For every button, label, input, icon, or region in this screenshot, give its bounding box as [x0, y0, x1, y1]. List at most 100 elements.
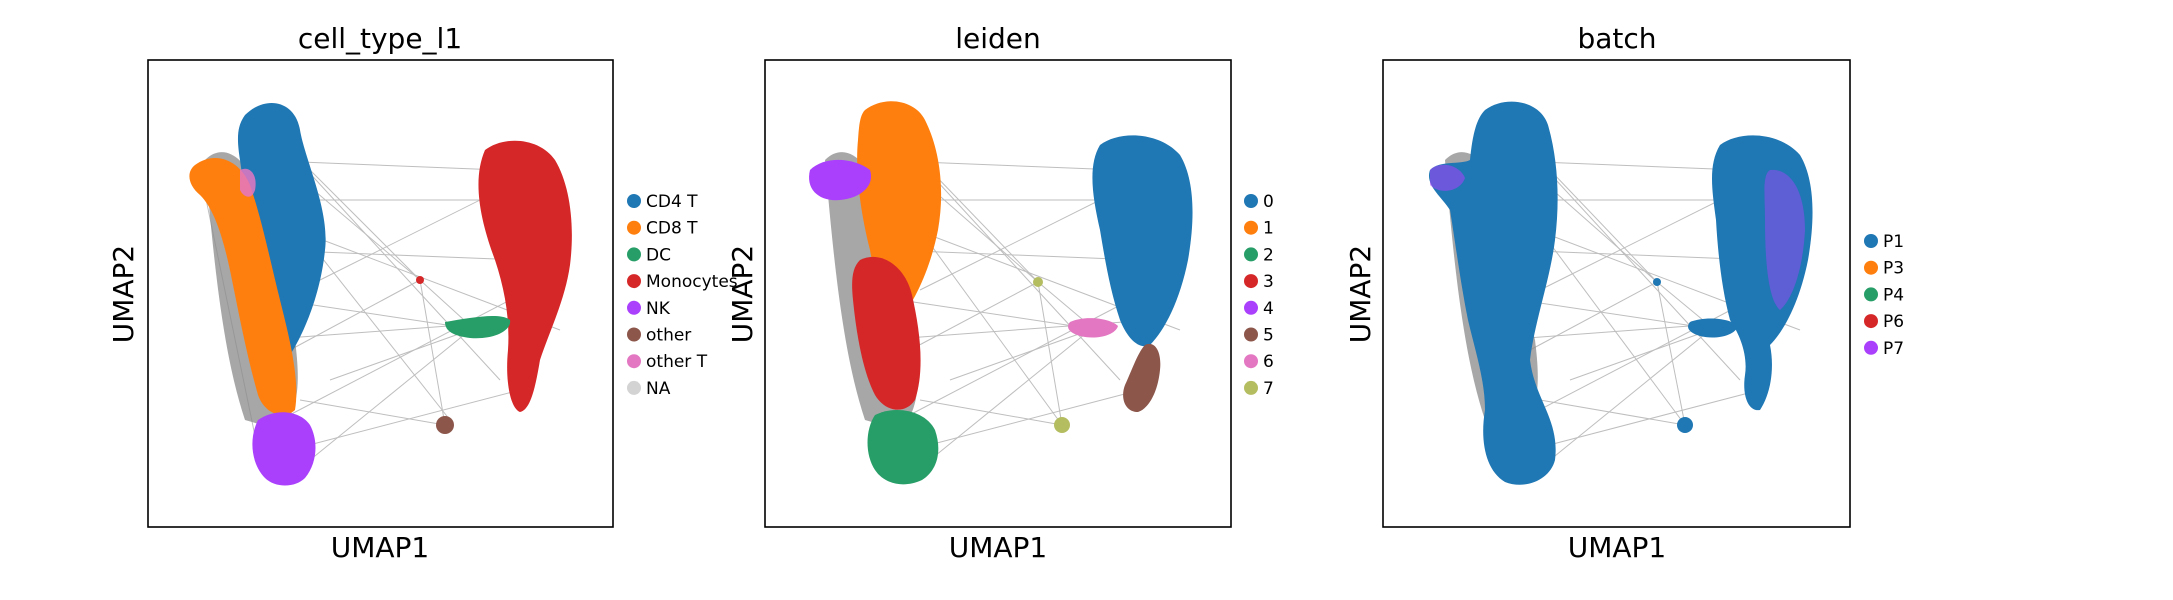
legend-entry: 3 [1244, 272, 1274, 292]
cluster-nk [252, 412, 316, 486]
cluster-cd4-t [237, 103, 326, 355]
panel-leiden: leiden [726, 22, 1274, 564]
legend-marker [1244, 354, 1258, 369]
legend-marker [1864, 314, 1878, 329]
panel-batch: batch [1344, 22, 1904, 564]
legend-label: P3 [1883, 259, 1904, 279]
legend-marker [1244, 194, 1258, 208]
batch-right-cluster [1712, 135, 1813, 411]
legend-label: 2 [1263, 245, 1274, 265]
x-axis-label: UMAP1 [1568, 531, 1667, 564]
cluster-monocytes [478, 140, 572, 412]
legend-label: NK [646, 299, 671, 319]
legend-marker [1864, 234, 1878, 248]
legend-entry: other [627, 326, 691, 346]
legend: CD4 T CD8 T DC Monocytes NK other other T NA [627, 192, 738, 399]
legend-entry: other T [627, 352, 708, 372]
y-axis-label: UMAP2 [1344, 245, 1377, 344]
legend-entry: P1 [1864, 232, 1904, 252]
cluster-7 [1054, 417, 1070, 433]
legend-marker [627, 220, 641, 235]
panel-cell-type-l1: cell_type_l1 [107, 22, 738, 564]
cluster-6 [1068, 318, 1118, 338]
legend-marker [627, 274, 641, 289]
legend-entry: 5 [1244, 326, 1274, 346]
batch-right-p7-overlay [1764, 169, 1805, 310]
legend-label: 7 [1263, 379, 1274, 399]
legend-marker [1864, 260, 1878, 275]
legend-label: 6 [1263, 352, 1274, 372]
legend-label: other [646, 326, 691, 346]
cluster-other [436, 416, 454, 434]
legend-label: 5 [1263, 326, 1274, 346]
legend-marker [1244, 380, 1258, 395]
cluster-3 [852, 256, 921, 410]
legend-entry: 6 [1244, 352, 1274, 372]
plot-area [809, 101, 1193, 485]
legend-marker [1864, 287, 1878, 302]
cluster-0 [1092, 135, 1193, 347]
legend-marker [627, 380, 641, 395]
legend-marker [1864, 340, 1878, 355]
legend-label: P7 [1883, 339, 1904, 359]
legend-marker [627, 247, 641, 262]
panel-title: leiden [955, 22, 1041, 55]
legend-label: 1 [1263, 219, 1274, 239]
cluster-cd8-t [189, 157, 297, 415]
panel-title: cell_type_l1 [298, 22, 462, 55]
cluster-2 [867, 410, 939, 485]
cluster-other-t [240, 168, 256, 197]
legend-entry: CD4 T [627, 192, 698, 212]
axes-frame [1382, 59, 1851, 528]
y-axis-label: UMAP2 [726, 245, 759, 344]
legend-entry: 2 [1244, 245, 1274, 265]
axes-frame [147, 59, 614, 528]
legend-entry: CD8 T [627, 219, 698, 239]
legend: 0 1 2 3 4 5 6 7 [1244, 192, 1274, 399]
legend-marker [1244, 327, 1258, 342]
batch-small-cluster [1677, 417, 1693, 433]
plot-area [1429, 101, 1813, 485]
legend-label: P1 [1883, 232, 1904, 252]
legend-entry: 0 [1244, 192, 1274, 212]
legend-marker [627, 327, 641, 342]
node-point [416, 276, 424, 284]
legend-entry: P6 [1864, 312, 1904, 332]
legend-entry: NA [627, 379, 671, 399]
legend-entry: P3 [1864, 259, 1904, 279]
legend-label: 0 [1263, 192, 1274, 212]
legend-marker [1244, 247, 1258, 262]
legend-entry: DC [627, 245, 671, 265]
cluster-5 [1123, 343, 1161, 412]
legend-marker [1244, 300, 1258, 315]
legend-label: 3 [1263, 272, 1274, 292]
legend-label: NA [646, 379, 671, 399]
legend-label: DC [646, 245, 671, 265]
legend: P1 P3 P4 P6 P7 [1864, 232, 1904, 359]
cluster-dc [445, 316, 511, 339]
legend-marker [627, 300, 641, 315]
legend-label: other T [646, 352, 708, 372]
panel-title: batch [1577, 22, 1656, 55]
legend-label: 4 [1263, 299, 1274, 319]
axes-frame [764, 59, 1232, 528]
legend-label: P4 [1883, 285, 1904, 305]
batch-mid-cluster [1688, 318, 1738, 338]
legend-entry: 7 [1244, 379, 1274, 399]
legend-entry: P7 [1864, 339, 1904, 359]
cluster-7-node [1033, 277, 1043, 287]
batch-left-cluster [1429, 101, 1558, 485]
y-axis-label: UMAP2 [107, 245, 140, 344]
batch-node [1653, 278, 1661, 286]
x-axis-label: UMAP1 [949, 531, 1048, 564]
legend-entry: NK [627, 299, 671, 319]
legend-entry: 1 [1244, 219, 1274, 239]
legend-label: Monocytes [646, 272, 738, 292]
cluster-4 [809, 159, 872, 201]
legend-marker [627, 194, 641, 208]
legend-marker [1244, 220, 1258, 235]
legend-marker [1244, 274, 1258, 289]
legend-entry: P4 [1864, 285, 1904, 305]
legend-marker [627, 354, 641, 369]
